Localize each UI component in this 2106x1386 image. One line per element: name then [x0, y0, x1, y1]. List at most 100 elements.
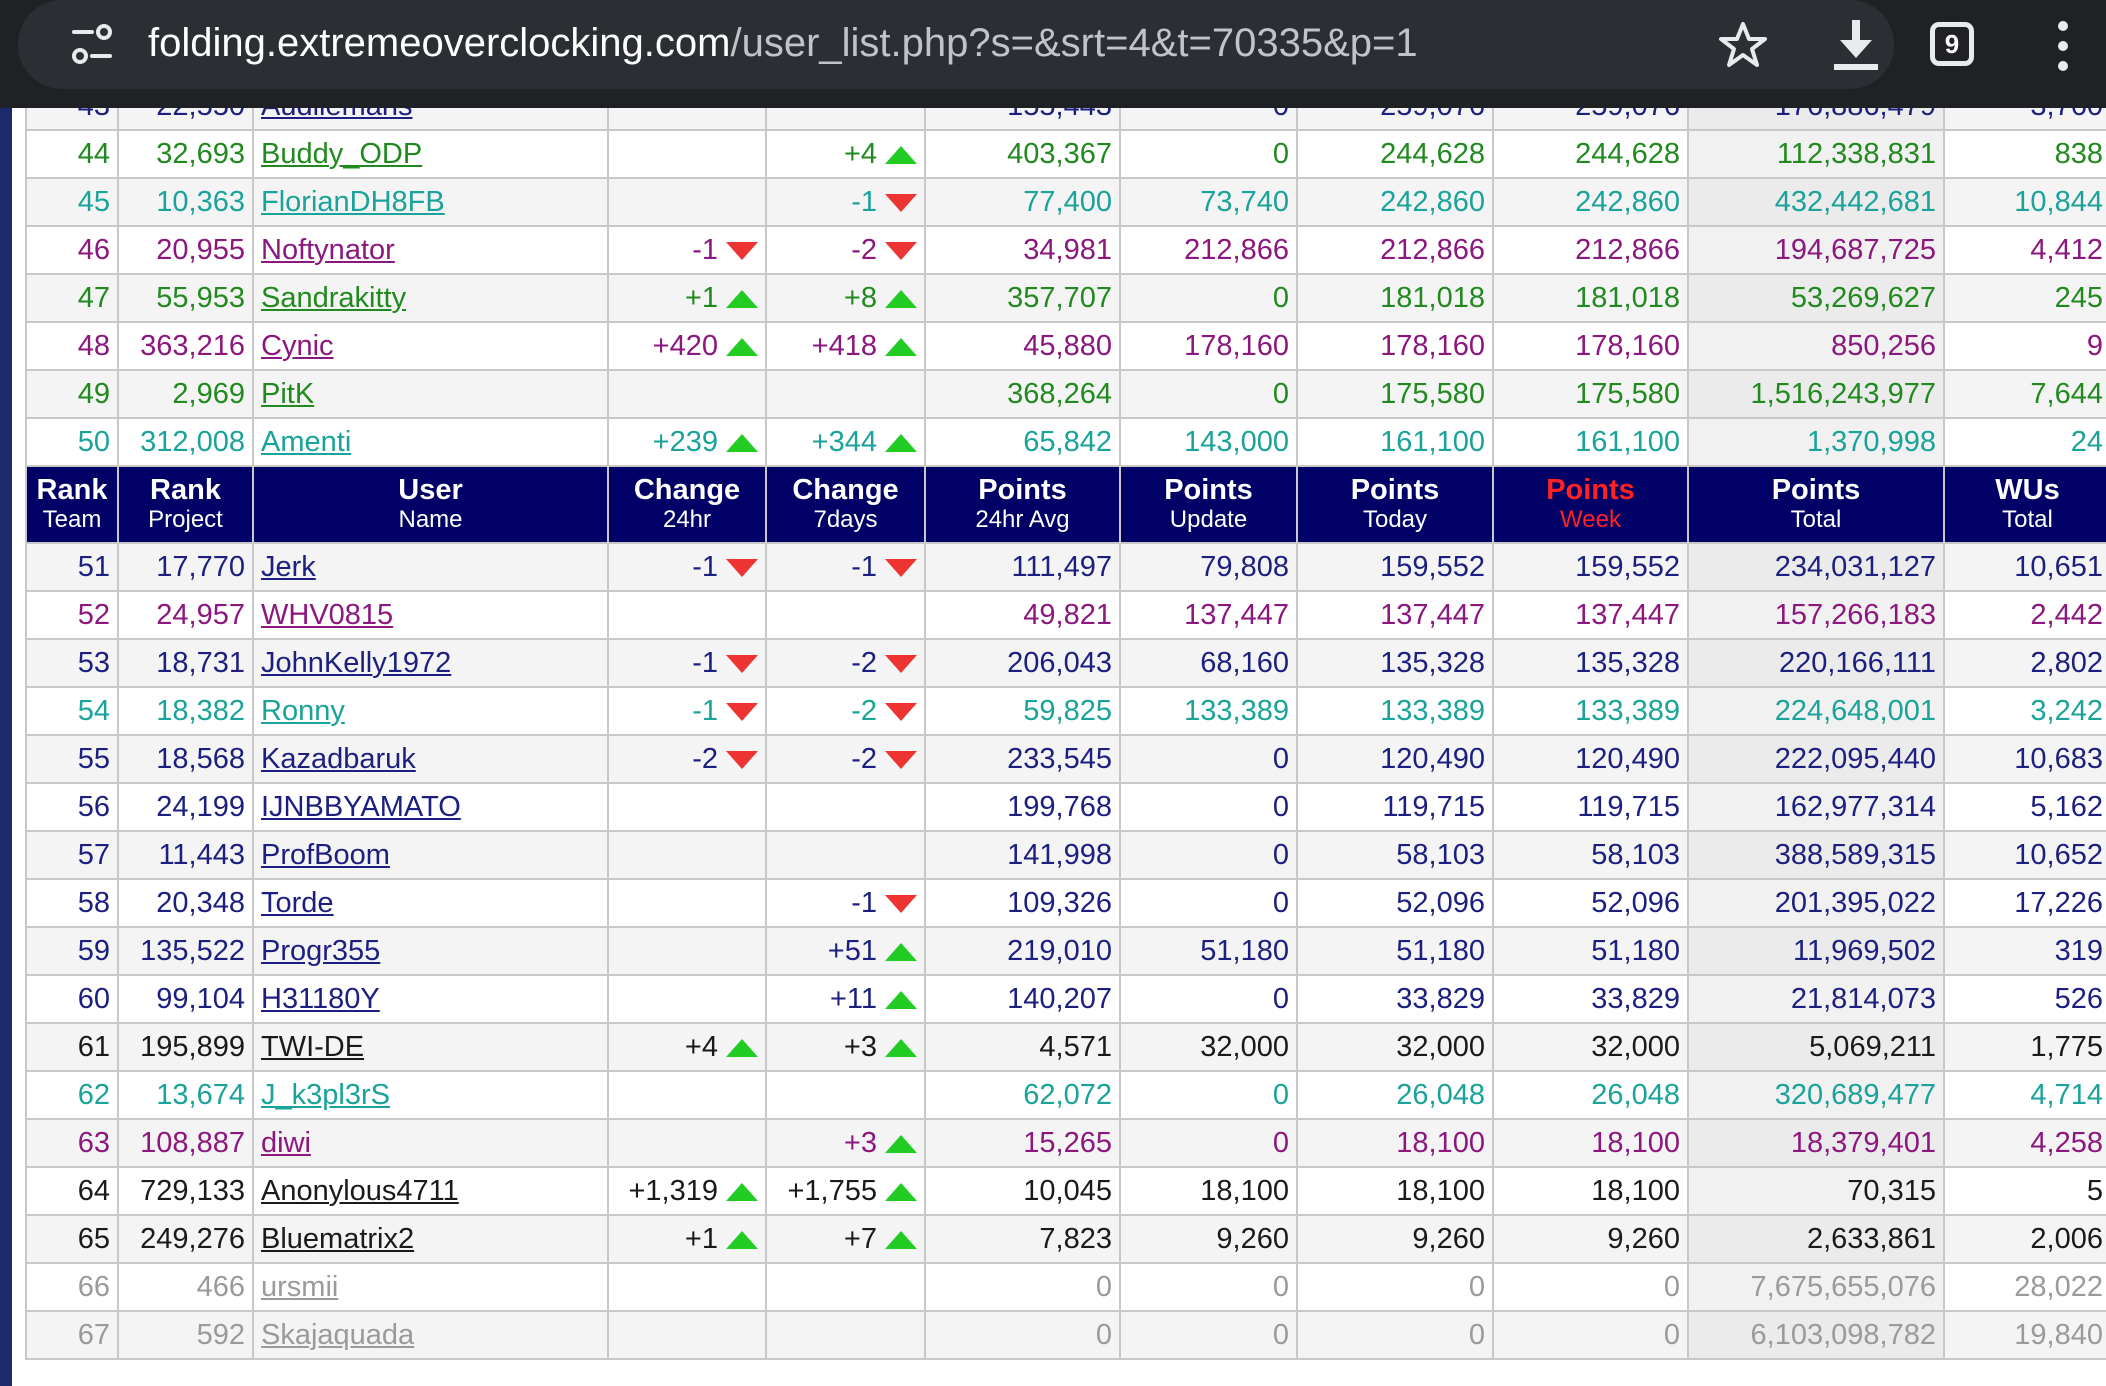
header-points-today[interactable]: Points Today — [1296, 465, 1494, 544]
url-path: /user_list.php?s=&srt=4&t=70335&p=1 — [730, 21, 1418, 65]
cell-points-today-value: 52,096 — [1396, 886, 1485, 919]
user-link[interactable]: J_k3pl3rS — [261, 1078, 390, 1111]
user-link[interactable]: PitK — [261, 377, 315, 410]
cell-points-total: 70,315 — [1687, 1166, 1945, 1216]
header-rank-project[interactable]: Rank Project — [117, 465, 254, 544]
cell-points-week-value: 135,328 — [1575, 646, 1680, 679]
cell-rank-project: 17,770 — [117, 542, 254, 592]
cell-points-today: 159,552 — [1296, 542, 1494, 592]
url-text[interactable]: folding.extremeoverclocking.com/user_lis… — [148, 18, 1418, 68]
user-link[interactable]: Skajaquada — [261, 1318, 415, 1351]
cell-change-7days — [765, 1262, 926, 1312]
cell-points-week-value: 242,860 — [1575, 185, 1680, 218]
cell-points-week-value: 119,715 — [1577, 790, 1680, 823]
cell-change-7days: -2 — [765, 638, 926, 688]
user-link[interactable]: Noftynator — [261, 233, 395, 266]
cell-wus-total-value: 838 — [2054, 137, 2103, 170]
user-link[interactable]: diwi — [261, 1126, 311, 1159]
cell-change-7days: -1 — [765, 878, 926, 928]
cell-rank-team-value: 60 — [77, 982, 110, 1015]
cell-rank-project: 20,348 — [117, 878, 254, 928]
cell-points-week: 175,580 — [1492, 369, 1689, 419]
cell-points-24hr-avg: 368,264 — [924, 369, 1121, 419]
header-points-24hr-avg[interactable]: Points 24hr Avg — [924, 465, 1121, 544]
cell-points-update: 0 — [1119, 129, 1298, 179]
user-link[interactable]: TWI-DE — [261, 1030, 365, 1063]
user-link[interactable]: IJNBBYAMATO — [261, 790, 461, 823]
header-user-name[interactable]: User Name — [252, 465, 609, 544]
cell-wus-total: 4,412 — [1943, 225, 2106, 275]
bookmark-star-icon[interactable] — [1718, 20, 1768, 70]
cell-change-7days: -2 — [765, 225, 926, 275]
cell-wus-total-value: 4,258 — [2030, 1126, 2103, 1159]
user-link[interactable]: Sandrakitty — [261, 281, 407, 314]
cell-rank-team-value: 50 — [77, 425, 110, 458]
cell-points-today-value: 242,860 — [1380, 185, 1485, 218]
cell-change-7days-value: +7 — [843, 1222, 877, 1255]
user-link[interactable]: Torde — [261, 886, 334, 919]
user-link[interactable]: Kazadbaruk — [261, 742, 416, 775]
cell-points-week: 51,180 — [1492, 926, 1689, 976]
header-change-24hr[interactable]: Change 24hr — [607, 465, 767, 544]
cell-points-total: 388,589,315 — [1687, 830, 1945, 880]
cell-points-total: 5,069,211 — [1687, 1022, 1945, 1072]
user-link[interactable]: Audilemans — [261, 108, 413, 122]
cell-wus-total-value: 3,242 — [2030, 694, 2103, 727]
cell-user-name: WHV0815 — [252, 590, 609, 640]
cell-user-name: Sandrakitty — [252, 273, 609, 323]
cell-rank-project: 108,887 — [117, 1118, 254, 1168]
cell-points-week-value: 0 — [1663, 1270, 1680, 1303]
cell-rank-team: 59 — [25, 926, 119, 976]
cell-change-7days: +7 — [765, 1214, 926, 1264]
cell-points-24hr-avg-value: 219,010 — [1007, 934, 1112, 967]
cell-change-24hr — [607, 974, 767, 1024]
user-link[interactable]: Cynic — [261, 329, 334, 362]
user-link[interactable]: H31180Y — [261, 982, 380, 1015]
site-settings-icon[interactable] — [68, 22, 116, 68]
cell-rank-project-value: 18,568 — [156, 742, 245, 775]
user-link[interactable]: Anonylous4711 — [261, 1174, 459, 1207]
table-row: 62 13,674 J_k3pl3rS 62,072 0 26,048 26,048 320,… — [25, 1070, 2106, 1120]
cell-rank-team: 56 — [25, 782, 119, 832]
more-menu-icon[interactable] — [2048, 18, 2078, 74]
user-link[interactable]: ursmii — [261, 1270, 339, 1303]
cell-change-7days-value: -2 — [851, 233, 877, 266]
user-link[interactable]: ProfBoom — [261, 838, 390, 871]
address-bar[interactable]: folding.extremeoverclocking.com/user_lis… — [18, 0, 1894, 89]
header-points-update[interactable]: Points Update — [1119, 465, 1298, 544]
cell-points-update-value: 0 — [1272, 790, 1289, 823]
cell-change-7days: +1,755 — [765, 1166, 926, 1216]
header-points-total[interactable]: Points Total — [1687, 465, 1945, 544]
cell-rank-project: 24,199 — [117, 782, 254, 832]
user-link[interactable]: WHV0815 — [261, 598, 394, 631]
user-link[interactable]: Amenti — [261, 425, 352, 458]
user-link[interactable]: JohnKelly1972 — [261, 646, 452, 679]
user-link[interactable]: Ronny — [261, 694, 345, 727]
cell-rank-project: 249,276 — [117, 1214, 254, 1264]
cell-points-24hr-avg-value: 403,367 — [1007, 137, 1112, 170]
cell-points-total: 220,166,111 — [1687, 638, 1945, 688]
header-wus-total[interactable]: WUs Total — [1943, 465, 2106, 544]
arrow-down-icon — [885, 750, 917, 769]
cell-points-24hr-avg-value: 357,707 — [1007, 281, 1112, 314]
arrow-down-icon — [726, 654, 758, 673]
cell-points-week: 137,447 — [1492, 590, 1689, 640]
user-link[interactable]: Jerk — [261, 550, 316, 583]
header-change-7days[interactable]: Change 7days — [765, 465, 926, 544]
cell-rank-project-value: 10,363 — [156, 185, 245, 218]
user-link[interactable]: FlorianDH8FB — [261, 185, 445, 218]
cell-user-name: J_k3pl3rS — [252, 1070, 609, 1120]
header-rank-team[interactable]: Rank Team — [25, 465, 119, 544]
cell-change-7days: -1 — [765, 177, 926, 227]
user-link[interactable]: Progr355 — [261, 934, 381, 967]
user-link[interactable]: Bluematrix2 — [261, 1222, 415, 1255]
user-link[interactable]: Buddy_ODP — [261, 137, 423, 170]
download-icon[interactable] — [1830, 18, 1882, 72]
cell-points-week-value: 159,552 — [1575, 550, 1680, 583]
cell-points-today: 26,048 — [1296, 1070, 1494, 1120]
tab-switcher-button[interactable]: 9 — [1930, 22, 1974, 66]
cell-points-24hr-avg-value: 15,265 — [1023, 1126, 1112, 1159]
header-points-week[interactable]: Points Week — [1492, 465, 1689, 544]
cell-points-week: 26,048 — [1492, 1070, 1689, 1120]
cell-points-total-value: 162,977,314 — [1774, 790, 1936, 823]
